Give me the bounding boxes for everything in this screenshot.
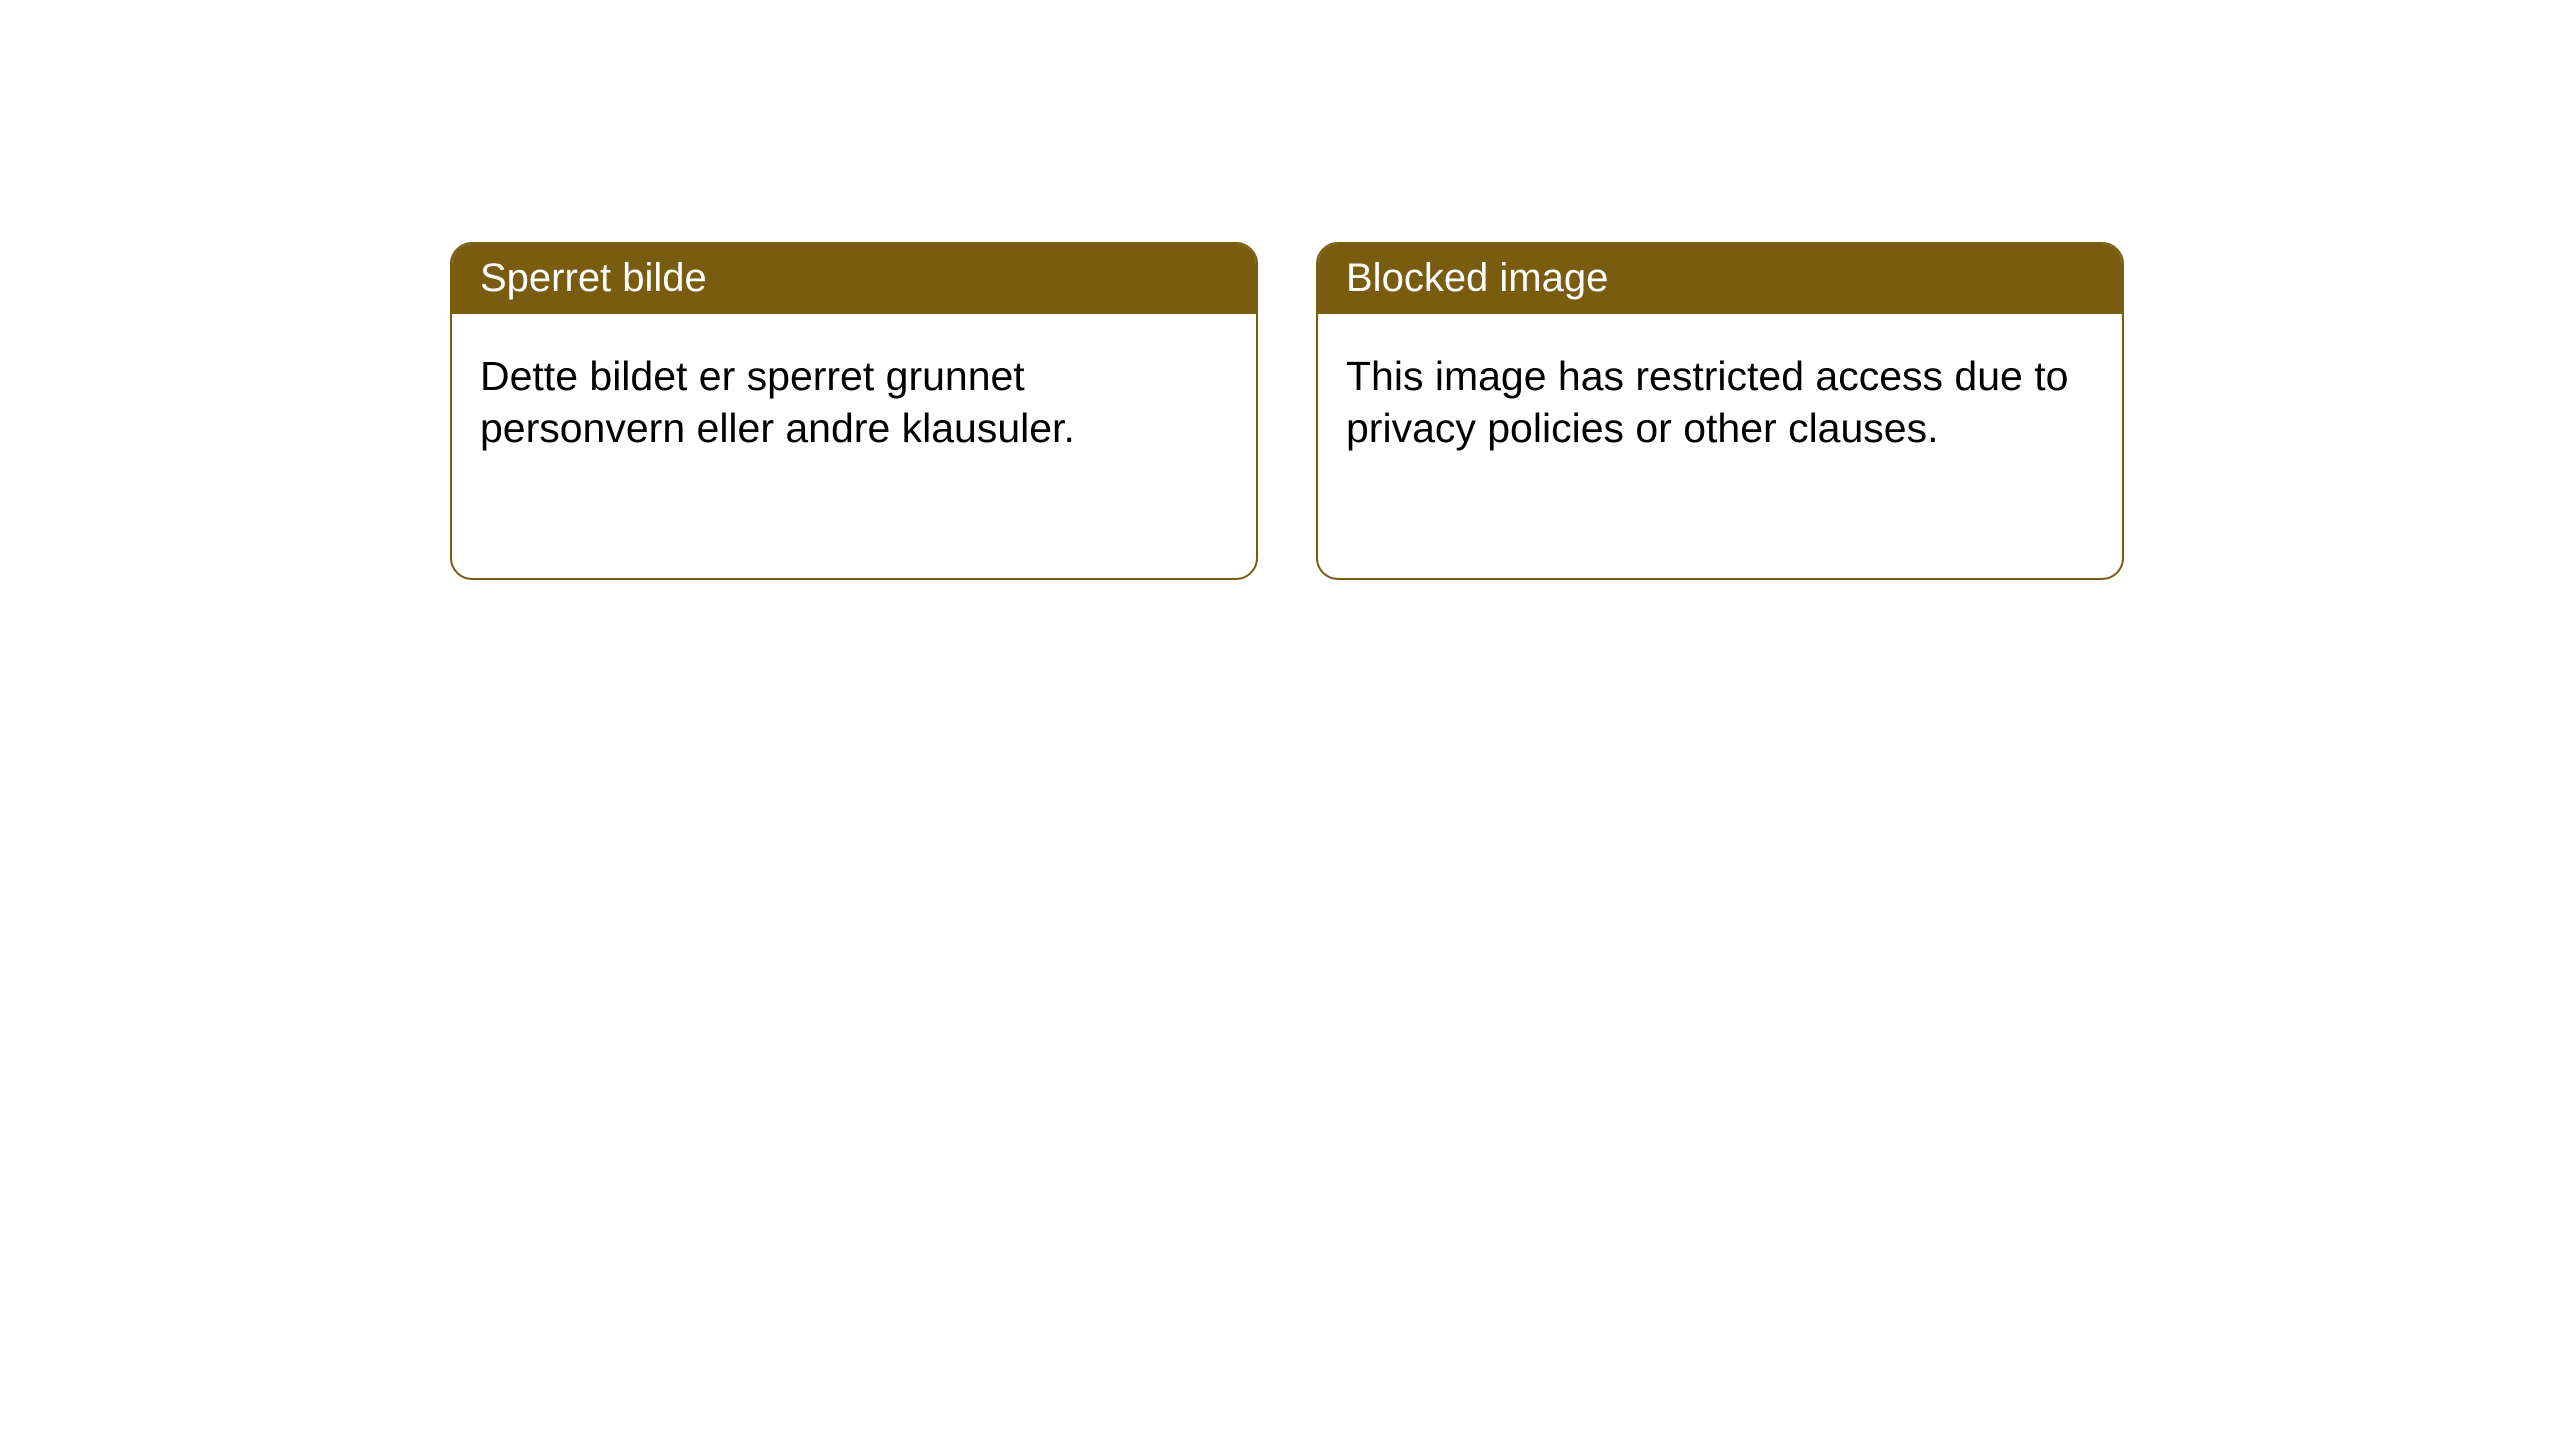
- blocked-image-card-en: Blocked image This image has restricted …: [1316, 242, 2124, 580]
- blocked-image-card-no: Sperret bilde Dette bildet er sperret gr…: [450, 242, 1258, 580]
- notice-container: Sperret bilde Dette bildet er sperret gr…: [450, 242, 2124, 580]
- card-message-no: Dette bildet er sperret grunnet personve…: [452, 314, 1256, 490]
- card-message-en: This image has restricted access due to …: [1318, 314, 2122, 490]
- card-title-en: Blocked image: [1318, 244, 2122, 314]
- card-title-no: Sperret bilde: [452, 244, 1256, 314]
